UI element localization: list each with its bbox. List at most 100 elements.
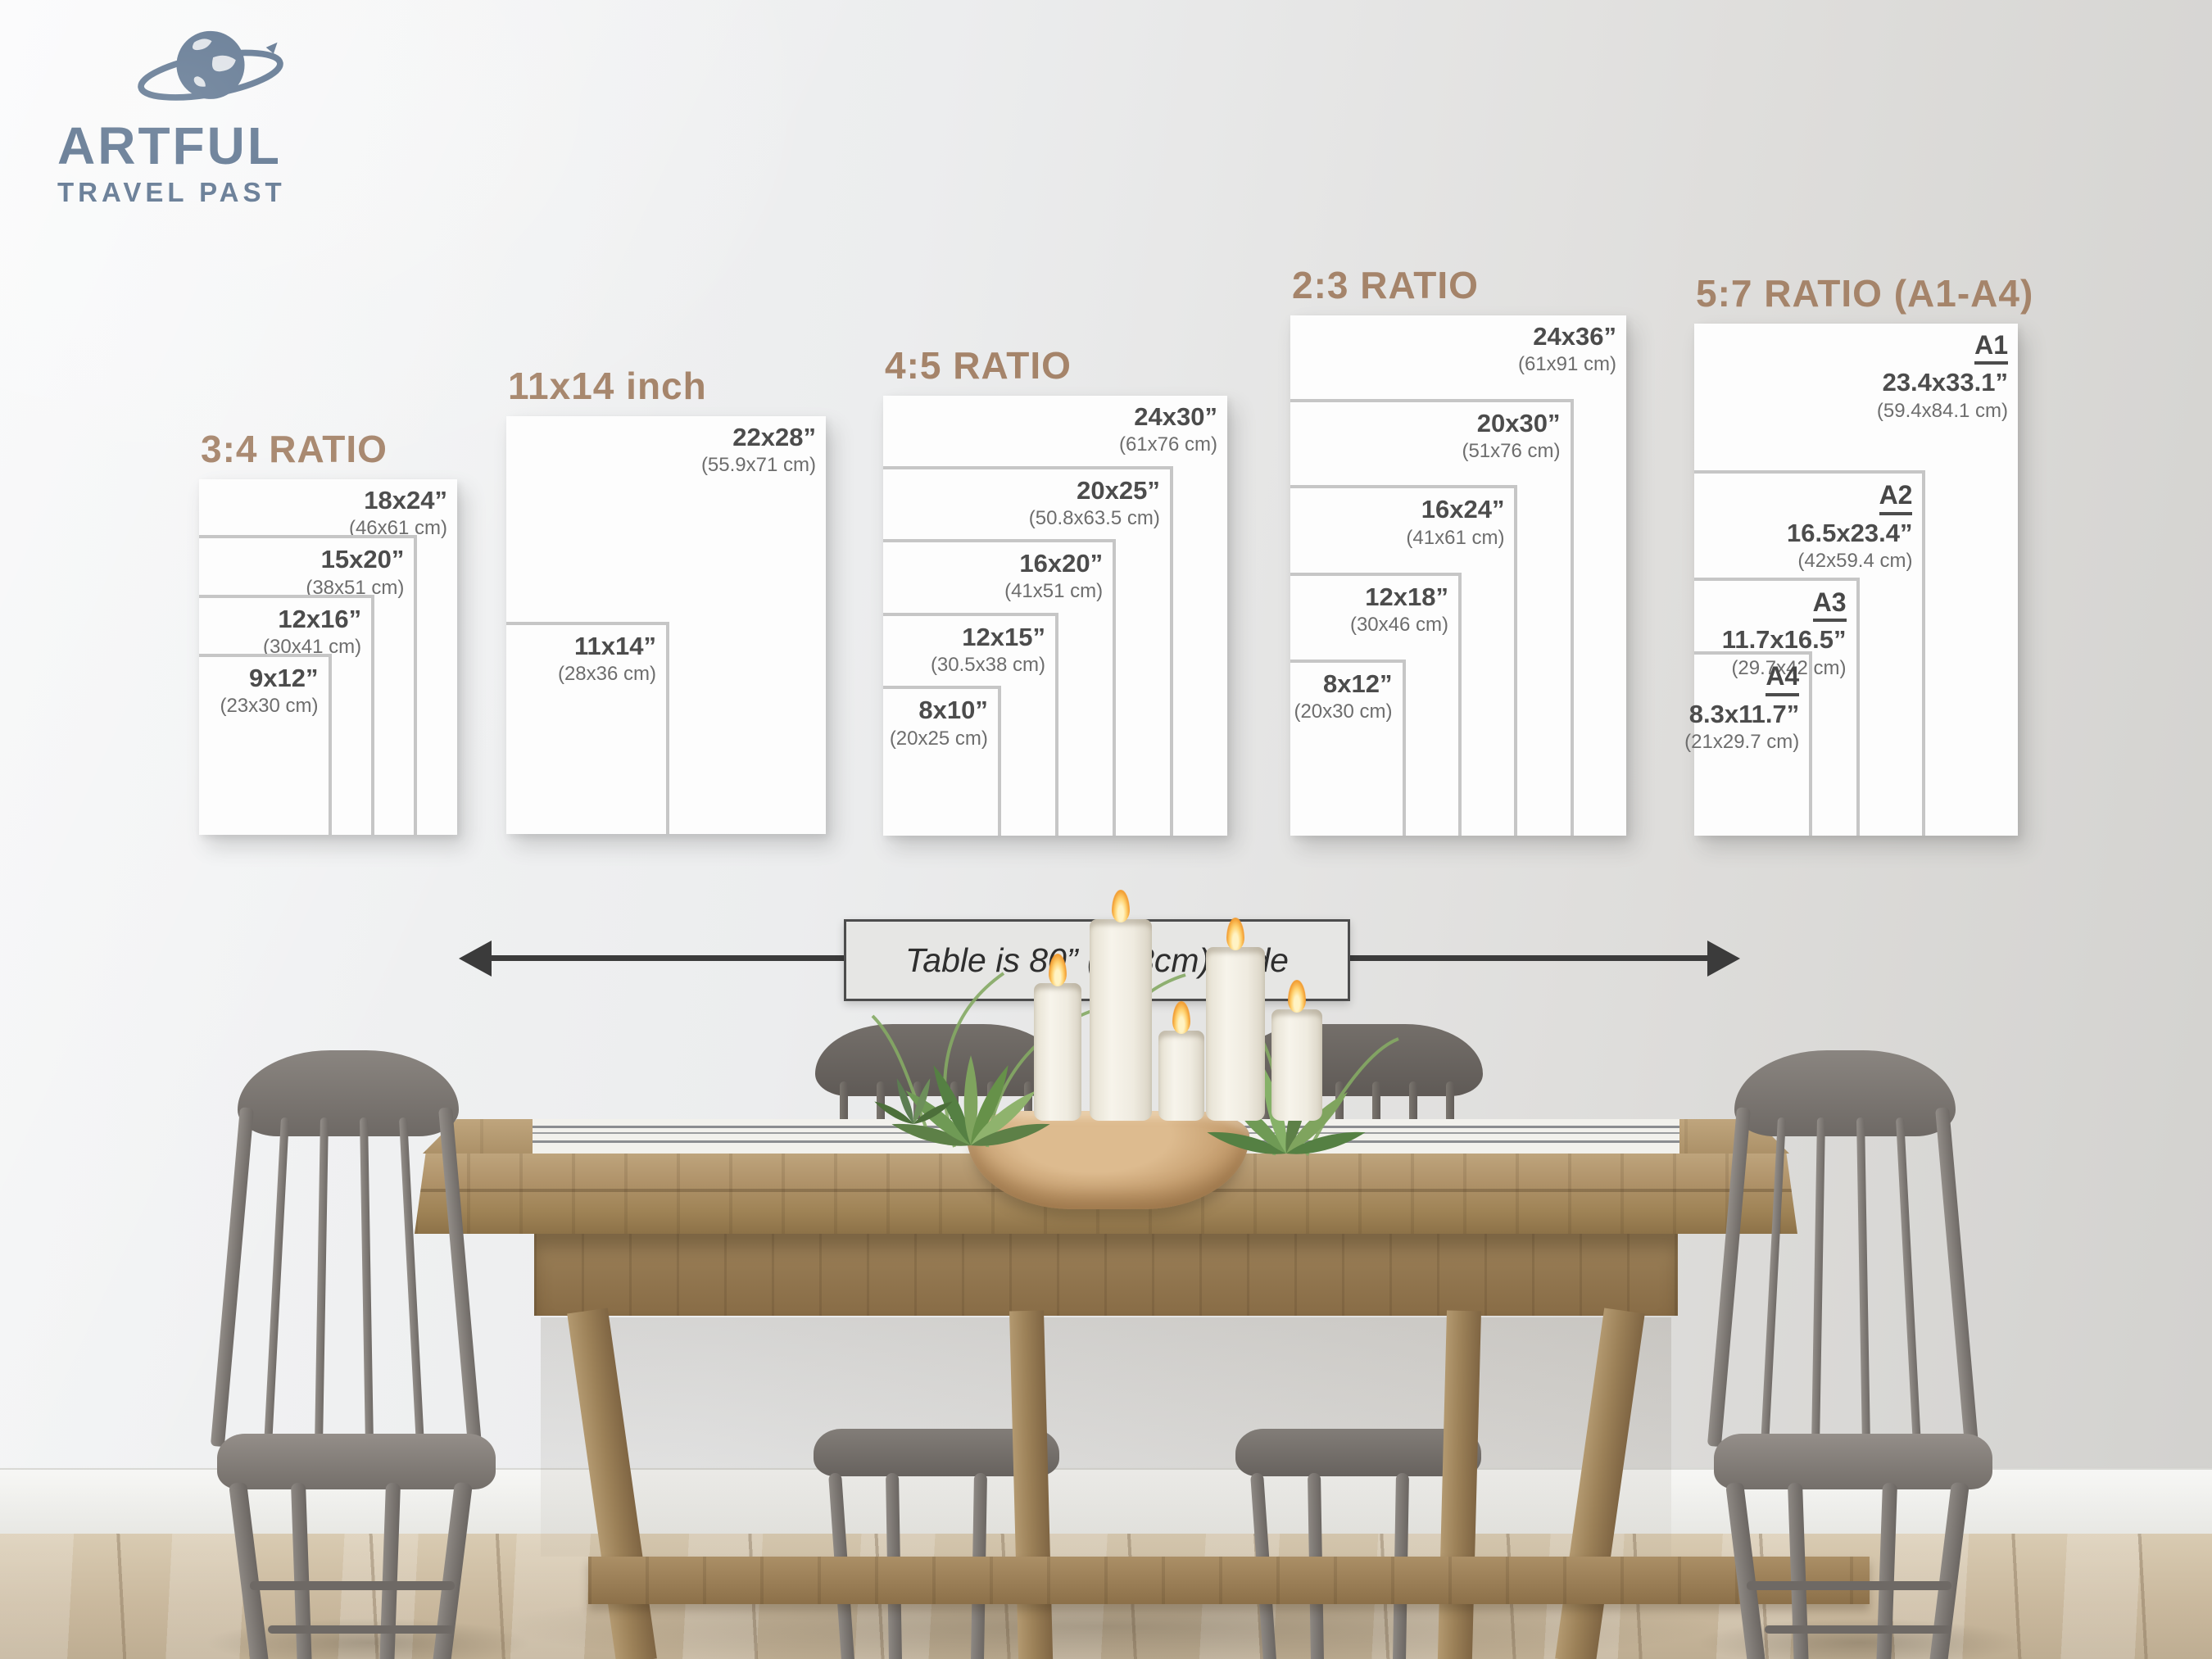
candle-flame: [1172, 1001, 1190, 1034]
chair-seat: [217, 1434, 496, 1489]
size-label: 24x30” (61x76 cm): [1119, 402, 1217, 456]
brand-name: ARTFUL: [57, 116, 282, 175]
size-label: 11x14” (28x36 cm): [558, 632, 656, 686]
side-chair-left: [193, 1050, 520, 1659]
brand-logo: ARTFUL TRAVEL PAST: [57, 20, 344, 208]
chair-spindle: [1896, 1117, 1921, 1445]
panel-3-4-ratio: 3:4 RATIO 18x24” (46x61 cm) 15x20” (38x51 c…: [199, 428, 457, 835]
paper-size-name: A1: [1974, 330, 2008, 365]
size-rect-16x24: 16x24” (41x61 cm): [1290, 485, 1518, 836]
size-centimeters: (61x76 cm): [1118, 433, 1217, 456]
size-inches: 22x28”: [732, 423, 816, 451]
panel-title: 11x14 inch: [508, 365, 707, 407]
size-label: 18x24” (46x61 cm): [349, 486, 447, 540]
size-centimeters: (21x29.7 cm): [1684, 731, 1800, 754]
panel-title: 5:7 RATIO (A1-A4): [1696, 272, 2034, 315]
size-rect-11x14: 11x14” (28x36 cm): [506, 622, 669, 834]
size-inches: 24x36”: [1533, 322, 1616, 351]
size-inches: 12x15”: [962, 622, 1045, 651]
panel-4-5-ratio: 4:5 RATIO 24x30” (61x76 cm) 20x25” (50.8x63…: [883, 344, 1227, 836]
panel-5-7-ratio-a1-a4: 5:7 RATIO (A1-A4) A1 23.4x33.1” (59.4x84.1…: [1684, 272, 2033, 836]
size-centimeters: (23x30 cm): [220, 695, 319, 718]
size-centimeters: (30x46 cm): [1349, 613, 1448, 636]
size-centimeters: (41x61 cm): [1406, 526, 1505, 549]
size-centimeters: (41x51 cm): [1004, 580, 1104, 603]
candle: [1271, 1009, 1322, 1121]
size-centimeters: (20x25 cm): [889, 727, 988, 750]
table-apron: [534, 1234, 1678, 1316]
chair-leg: [229, 1481, 272, 1659]
size-inches: 20x30”: [1476, 409, 1561, 438]
size-rect-18x24: 18x24” (46x61 cm): [199, 479, 457, 835]
size-inches: 18x24”: [364, 486, 447, 514]
succulent-left-small: [874, 1078, 953, 1124]
chair-crest: [238, 1050, 459, 1136]
size-label: 20x25” (50.8x63.5 cm): [1029, 476, 1160, 530]
size-centimeters: (30.5x38 cm): [930, 653, 1045, 676]
size-rect-11.7x16.5: A3 11.7x16.5” (29.7x42 cm): [1694, 577, 1860, 836]
size-rect-22x28: 22x28” (55.9x71 cm): [506, 416, 826, 834]
paper-size-name: A2: [1879, 480, 1913, 515]
size-inches: 16.5x23.4”: [1787, 518, 1913, 547]
chair-stile: [1935, 1107, 1979, 1448]
size-centimeters: (20x30 cm): [1294, 700, 1393, 723]
panel-11x14-inch: 11x14 inch 22x28” (55.9x71 cm) 11x14” (28x3…: [506, 365, 826, 834]
candle-flame: [1112, 890, 1130, 922]
chair-stretcher: [250, 1581, 455, 1590]
chair-stretcher: [1747, 1581, 1951, 1590]
globe-orbit-icon: [138, 30, 283, 101]
size-rect-8x12: 8x12” (20x30 cm): [1290, 659, 1406, 836]
size-label: 24x36” (61x91 cm): [1518, 322, 1616, 376]
candle: [1090, 919, 1152, 1121]
chair-stretcher: [1765, 1625, 1951, 1634]
chair-seat: [1235, 1429, 1481, 1476]
size-rect-16.5x23.4: A2 16.5x23.4” (42x59.4 cm): [1694, 470, 1926, 836]
size-centimeters: (59.4x84.1 cm): [1876, 399, 2008, 422]
size-label: 12x15” (30.5x38 cm): [931, 623, 1045, 677]
size-centimeters: (61x91 cm): [1517, 353, 1616, 376]
chair-stile: [210, 1107, 254, 1448]
candle-flame: [1226, 918, 1244, 950]
size-inches: 12x18”: [1365, 582, 1448, 611]
chair-spindle: [360, 1117, 374, 1446]
size-centimeters: (51x76 cm): [1462, 440, 1561, 463]
panel-title: 3:4 RATIO: [201, 428, 388, 470]
size-inches: 8.3x11.7”: [1688, 699, 1800, 728]
chair-leg: [1725, 1481, 1769, 1659]
size-rect-8x10: 8x10” (20x25 cm): [883, 686, 1001, 836]
size-label: A4 8.3x11.7” (21x29.7 cm): [1684, 661, 1800, 754]
succulent-left: [891, 1055, 1050, 1146]
candle: [1034, 983, 1081, 1121]
chair-spindle: [315, 1117, 329, 1446]
size-inches: 15x20”: [320, 545, 405, 574]
size-label: 12x16” (30x41 cm): [263, 605, 361, 659]
chair-spindle: [264, 1117, 289, 1445]
size-inches: 16x20”: [1019, 548, 1104, 578]
size-rect-12x15: 12x15” (30.5x38 cm): [883, 612, 1058, 836]
size-inches: 11.7x16.5”: [1721, 625, 1847, 655]
table-stretcher: [588, 1557, 1870, 1604]
candle: [1206, 947, 1265, 1121]
size-label: 20x30” (51x76 cm): [1462, 409, 1560, 463]
paper-size-name: A4: [1766, 661, 1800, 696]
candle: [1158, 1031, 1204, 1121]
size-rect-12x18: 12x18” (30x46 cm): [1290, 572, 1462, 836]
chair-crest: [1734, 1050, 1956, 1136]
size-label: 22x28” (55.9x71 cm): [701, 423, 816, 477]
size-rect-8.3x11.7: A4 8.3x11.7” (21x29.7 cm): [1684, 651, 1813, 836]
chair-stretcher: [268, 1625, 455, 1634]
chair-spindle: [1761, 1117, 1786, 1445]
size-label: 16x20” (41x51 cm): [1004, 549, 1103, 603]
size-inches: 16x24”: [1421, 495, 1505, 524]
size-label: 8x10” (20x25 cm): [890, 696, 988, 750]
size-rect-20x30: 20x30” (51x76 cm): [1290, 399, 1574, 836]
panel-title: 2:3 RATIO: [1292, 264, 1479, 306]
panel-title: 4:5 RATIO: [885, 344, 1072, 387]
size-inches: 8x10”: [918, 696, 988, 725]
side-chair-right: [1689, 1050, 2017, 1659]
size-label: A1 23.4x33.1” (59.4x84.1 cm): [1877, 330, 2008, 422]
size-inches: 8x12”: [1323, 669, 1393, 698]
chair-spindle: [1856, 1117, 1870, 1446]
size-inches: 20x25”: [1077, 475, 1160, 505]
